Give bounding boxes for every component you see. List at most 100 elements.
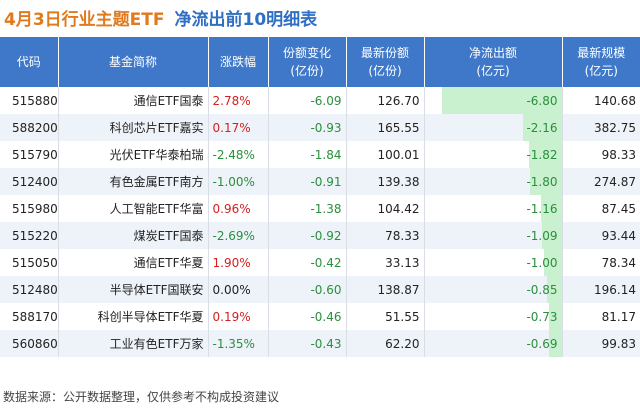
latest-shares-cell: 126.70 [346,87,425,114]
fund-name-cell: 有色金属ETF南方 [58,168,209,195]
column-header-label: 份额变化 [282,46,331,60]
change-pct-cell: -2.69% [208,222,269,249]
table-body: 515880 通信ETF国泰 2.78% -6.09 126.70 -6.80 140.68… [0,87,640,357]
latest-shares-cell: 78.33 [346,222,425,249]
fund-name-cell: 光伏ETF华泰柏瑞 [58,141,209,168]
column-header-unit: (亿份) [368,64,402,78]
net-outflow-value: -0.85 [526,282,558,297]
column-header-label: 最新规模 [577,46,626,60]
table-row: 512480 半导体ETF国联安 0.00% -0.60 138.87 -0.85 196.… [0,276,640,303]
outflow-bar [548,303,561,330]
fund-code-cell: 515880 [0,87,59,114]
share-change-cell: -1.38 [268,195,347,222]
latest-shares-cell: 165.55 [346,114,425,141]
table-row: 588170 科创半导体ETF华夏 0.19% -0.46 51.55 -0.73 81.1… [0,303,640,330]
column-header-unit: (亿元) [476,64,510,78]
net-outflow-value: -1.16 [526,201,558,216]
column-header: 基金简称 [58,37,209,87]
column-header: 最新份额 (亿份) [346,37,425,87]
share-change-cell: -0.46 [268,303,347,330]
change-pct-cell: -1.35% [208,330,269,357]
latest-size-cell: 99.83 [601,336,636,351]
column-header-unit: (亿份) [290,64,324,78]
table-row: 515220 煤炭ETF国泰 -2.69% -0.92 78.33 -1.09 93.44 [0,222,640,249]
net-outflow-value: -1.80 [526,174,558,189]
share-change-cell: -0.42 [268,249,347,276]
latest-size-cell: 140.68 [594,93,636,108]
latest-shares-cell: 33.13 [346,249,425,276]
column-header: 涨跌幅 [208,37,269,87]
outflow-bar [541,195,561,222]
net-outflow-cell: -1.82 [424,141,563,168]
fund-name-cell: 半导体ETF国联安 [58,276,209,303]
net-outflow-value: -2.16 [526,120,558,135]
latest-size-cell: 78.34 [601,255,636,270]
latest-size-cell: 382.75 [594,120,636,135]
column-header: 代码 [0,37,59,87]
column-header-label: 净流出额 [468,46,517,60]
net-outflow-cell: -6.80 [424,87,563,114]
net-outflow-cell: -0.69 [424,330,563,357]
table-row: 515880 通信ETF国泰 2.78% -6.09 126.70 -6.80 140.68 [0,87,640,114]
share-change-cell: -0.92 [268,222,347,249]
change-pct-cell: -1.00% [208,168,269,195]
outflow-bar [529,168,561,195]
latest-size-cell: 196.14 [594,282,636,297]
column-header-label: 基金简称 [108,55,157,69]
table-row: 515050 通信ETF华夏 1.90% -0.42 33.13 -1.00 78.34 [0,249,640,276]
net-outflow-value: -1.82 [526,147,558,162]
outflow-bar [523,114,561,141]
fund-code-cell: 515790 [0,141,59,168]
share-change-cell: -1.84 [268,141,347,168]
column-header: 净流出额 (亿元) [424,37,563,87]
data-source-note: 数据来源：公开数据整理，仅供参考不构成投资建议 [3,390,280,404]
latest-shares-cell: 100.01 [346,141,425,168]
fund-name-cell: 科创半导体ETF华夏 [58,303,209,330]
column-header: 最新规模 (亿元) [562,37,640,87]
title-date-part: 4月3日行业主题ETF [4,9,165,30]
title-topic-part: 净流出前10明细表 [174,9,318,30]
share-change-cell: -0.43 [268,330,347,357]
latest-size-cell: 93.44 [601,228,636,243]
change-pct-cell: 0.17% [208,114,269,141]
fund-name-cell: 工业有色ETF万家 [58,330,209,357]
net-outflow-cell: -1.00 [424,249,563,276]
latest-size-cell: 274.87 [594,174,636,189]
fund-code-cell: 515050 [0,249,59,276]
share-change-cell: -0.91 [268,168,347,195]
table-header: 代码 基金简称 涨跌幅 份额变化 (亿份) 最新份额 (亿份) 净流出额 (亿元) 最新规模 (亿元… [0,37,640,87]
table-row: 512400 有色金属ETF南方 -1.00% -0.91 139.38 -1.80 274… [0,168,640,195]
outflow-bar [529,141,561,168]
table-row: 560860 工业有色ETF万家 -1.35% -0.43 62.20 -0.69 99.8… [0,330,640,357]
column-header-label: 代码 [16,55,41,69]
fund-code-cell: 560860 [0,330,59,357]
latest-shares-cell: 138.87 [346,276,425,303]
column-header: 份额变化 (亿份) [268,37,347,87]
change-pct-cell: -2.48% [208,141,269,168]
change-pct-cell: 0.96% [208,195,269,222]
latest-shares-cell: 104.42 [346,195,425,222]
etf-outflow-table: 代码 基金简称 涨跌幅 份额变化 (亿份) 最新份额 (亿份) 净流出额 (亿元) 最新规模 (亿元… [0,37,640,357]
change-pct-cell: 0.19% [208,303,269,330]
table-row: 588200 科创芯片ETF嘉实 0.17% -0.93 165.55 -2.16 382.… [0,114,640,141]
net-outflow-cell: -1.09 [424,222,563,249]
latest-shares-cell: 51.55 [346,303,425,330]
outflow-bar [542,222,561,249]
net-outflow-value: -0.69 [526,336,558,351]
net-outflow-value: -6.80 [526,93,558,108]
latest-size-cell: 81.17 [601,309,636,324]
table-row: 515980 人工智能ETF华富 0.96% -1.38 104.42 -1.16 87.4… [0,195,640,222]
share-change-cell: -6.09 [268,87,347,114]
latest-size-cell: 87.45 [601,201,636,216]
net-outflow-cell: -1.80 [424,168,563,195]
net-outflow-value: -1.00 [526,255,558,270]
change-pct-cell: 0.00% [208,276,269,303]
column-header-unit: (亿元) [584,64,618,78]
fund-code-cell: 512400 [0,168,59,195]
column-header-label: 涨跌幅 [219,55,256,69]
fund-code-cell: 515980 [0,195,59,222]
net-outflow-cell: -0.73 [424,303,563,330]
net-outflow-cell: -0.85 [424,276,563,303]
fund-name-cell: 人工智能ETF华富 [58,195,209,222]
net-outflow-value: -0.73 [526,309,558,324]
